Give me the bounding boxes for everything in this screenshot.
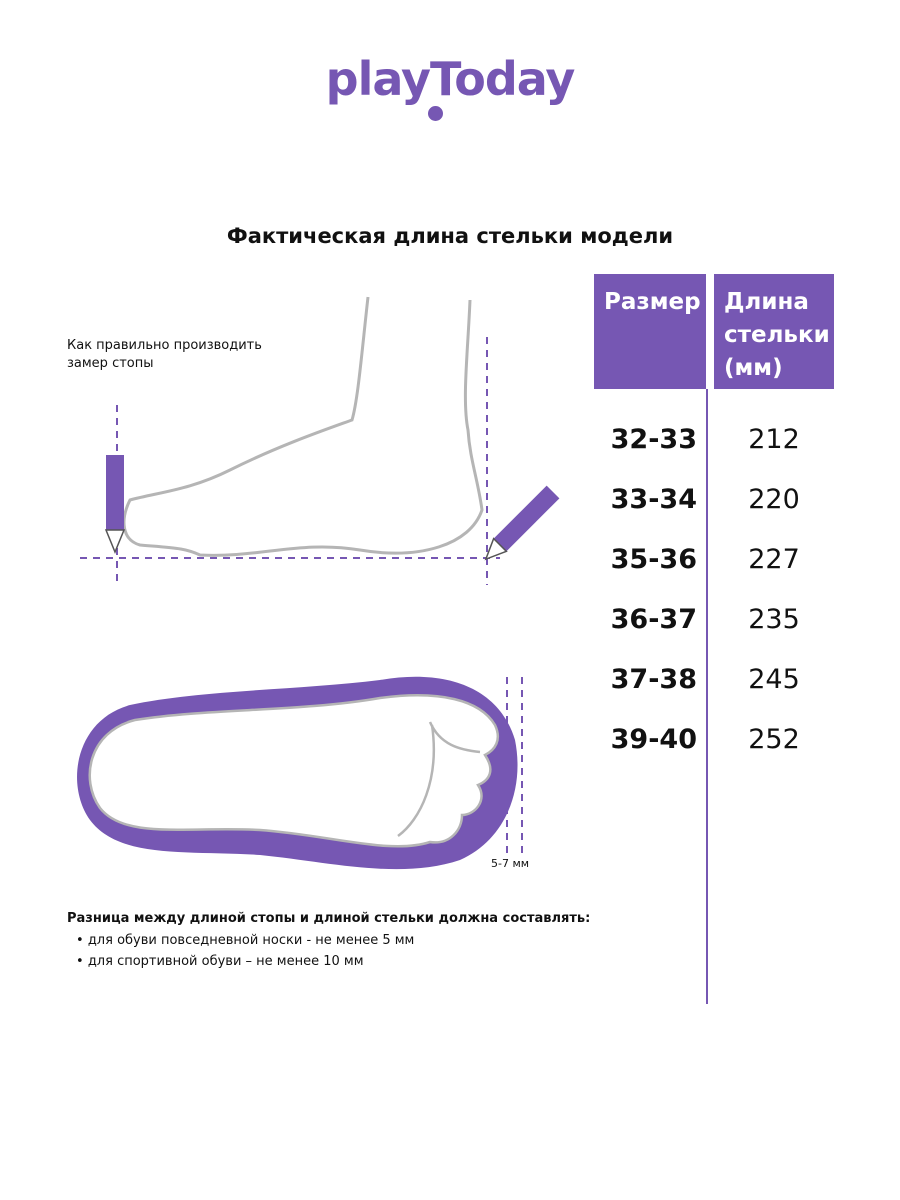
measure-lines — [80, 337, 500, 585]
instruction-line: Как правильно производить — [67, 338, 262, 353]
note-heading-text: Разница между длиной стопы и длиной стел… — [67, 911, 591, 926]
logo-dot — [428, 106, 443, 121]
length-cell: 245 — [748, 664, 800, 695]
page-title: Фактическая длина стельки модели — [226, 224, 674, 248]
instruction-line: замер стопы — [67, 356, 154, 371]
pencil-icon — [484, 485, 560, 561]
header-size: Размер — [594, 274, 706, 389]
brand-logo: playToday — [325, 52, 576, 106]
insole-illustration — [77, 676, 523, 870]
note-bullet: • для спортивной обуви – не менее 10 мм — [76, 954, 364, 969]
note-bullet: • для обуви повседневной носки - не мене… — [76, 933, 415, 948]
size-cell: 33-34 — [610, 484, 697, 515]
length-cell: 212 — [748, 424, 800, 455]
note-bullet-text: для спортивной обуви – не менее 10 мм — [87, 954, 364, 969]
foot-side-illustration — [122, 296, 484, 557]
size-cell: 39-40 — [610, 724, 697, 755]
size-cell: 36-37 — [610, 604, 697, 635]
table-divider — [706, 389, 708, 1004]
note-bullet-text: для обуви повседневной носки - не менее … — [87, 933, 415, 948]
insole-gap-label: 5-7 мм — [491, 857, 530, 870]
header-length: Длина стельки (мм) — [714, 274, 834, 389]
size-cell: 35-36 — [610, 544, 697, 575]
size-cell: 37-38 — [610, 664, 697, 695]
size-cell: 32-33 — [610, 424, 697, 455]
length-cell: 220 — [748, 484, 800, 515]
pencil-icon — [104, 455, 126, 554]
length-cell: 235 — [748, 604, 800, 635]
note-heading: Разница между длиной стопы и длиной стел… — [67, 911, 590, 926]
measure-instruction: Как правильно производить замер стопы — [67, 337, 287, 373]
length-cell: 252 — [748, 724, 800, 755]
length-cell: 227 — [748, 544, 800, 575]
